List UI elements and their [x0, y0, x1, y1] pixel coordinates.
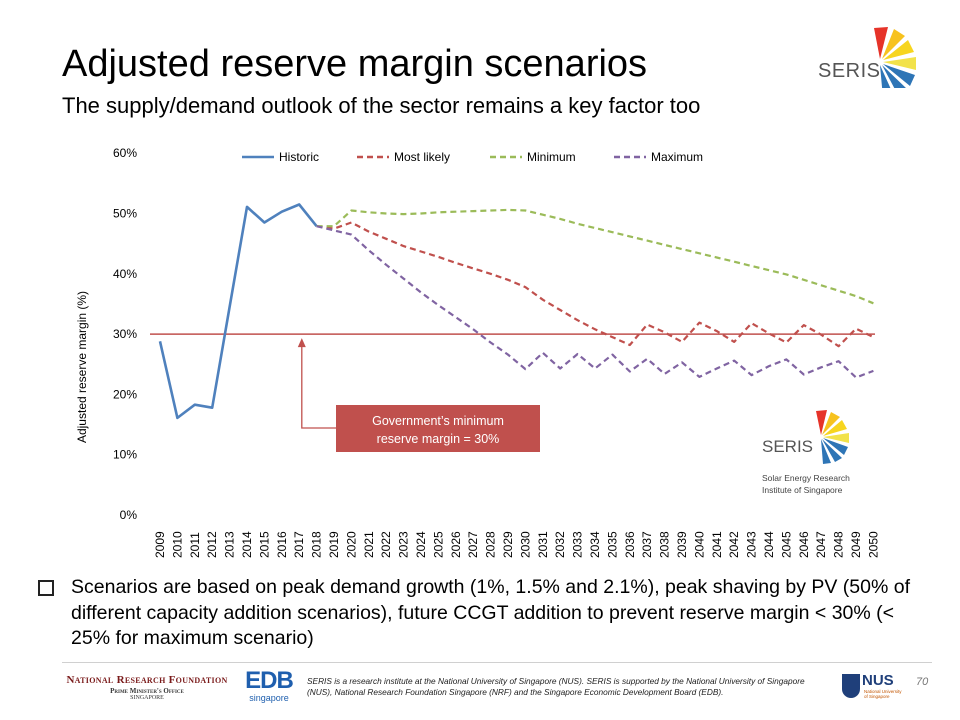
series-line-minimum	[316, 208, 874, 305]
bullet-text: Scenarios are based on peak demand growt…	[71, 576, 911, 649]
series-line-most-likely	[316, 221, 874, 348]
x-tick-label: 2025	[431, 531, 445, 558]
x-tick-label: 2049	[849, 531, 863, 558]
checkbox-bullet-icon	[38, 580, 54, 596]
nrf-line2: Prime Minister's Office	[110, 687, 184, 695]
nus-crest-icon	[842, 674, 860, 698]
slide-title: Adjusted reserve margin scenarios	[62, 43, 648, 85]
series-group	[158, 203, 874, 420]
x-tick-label: 2020	[344, 531, 358, 558]
legend-label-maximum: Maximum	[651, 150, 703, 164]
x-tick-label: 2035	[605, 531, 619, 558]
footer-disclaimer: SERIS is a research institute at the Nat…	[307, 676, 805, 697]
y-tick-label: 40%	[113, 267, 137, 281]
x-tick-label: 2029	[501, 531, 515, 558]
y-tick-label: 60%	[113, 146, 137, 160]
x-tick-label: 2026	[449, 531, 463, 558]
x-tick-label: 2027	[466, 531, 480, 558]
slide-subtitle: The supply/demand outlook of the sector …	[62, 93, 701, 118]
x-tick-label: 2011	[188, 532, 202, 558]
arrow-up-icon	[297, 338, 306, 348]
nrf-line1: National Research Foundation	[66, 674, 228, 686]
x-tick-label: 2014	[240, 531, 254, 558]
x-tick-label: 2028	[484, 531, 498, 558]
seris-logo-text: SERIS	[818, 60, 881, 82]
x-tick-label: 2016	[275, 531, 289, 558]
y-axis-label: Adjusted reserve margin (%)	[75, 291, 89, 443]
legend-label-historic: Historic	[279, 150, 319, 164]
legend: Historic Most likely Minimum Maximum	[242, 150, 703, 164]
y-tick-label: 0%	[120, 508, 138, 522]
footer-divider	[62, 662, 932, 663]
x-tick-label: 2047	[814, 531, 828, 558]
x-tick-label: 2045	[779, 531, 793, 558]
seris-logo-box: SERIS Solar Energy Research Institute of…	[752, 403, 864, 500]
series-line-historic	[158, 203, 318, 420]
legend-label-most-likely: Most likely	[394, 150, 450, 164]
annotation-text-line1: Government’s minimum	[372, 414, 504, 428]
legend-label-minimum: Minimum	[527, 150, 576, 164]
seris-tagline-2: Institute of Singapore	[762, 485, 843, 495]
x-tick-label: 2021	[362, 531, 376, 558]
x-tick-label: 2018	[310, 531, 324, 558]
x-tick-label: 2009	[153, 531, 167, 558]
annotation-text-line2: reserve margin = 30%	[377, 432, 500, 446]
nus-main: NUS	[862, 672, 894, 689]
seris-box-text: SERIS	[762, 437, 813, 456]
x-tick-label: 2037	[640, 531, 654, 558]
x-tick-label: 2044	[762, 531, 776, 558]
x-tick-label: 2041	[710, 531, 724, 558]
x-tick-label: 2010	[170, 531, 184, 558]
x-tick-label: 2022	[379, 531, 393, 558]
x-tick-label: 2023	[397, 531, 411, 558]
edb-sub: singapore	[249, 693, 289, 703]
nus-logo: NUS National University of Singapore	[842, 672, 902, 702]
nus-sub: National University of Singapore	[864, 689, 902, 699]
x-tick-label: 2040	[692, 531, 706, 558]
annotation-arrow-line	[301, 346, 336, 429]
x-tick-label: 2039	[675, 531, 689, 558]
x-tick-label: 2019	[327, 531, 341, 558]
x-tick-label: 2012	[205, 531, 219, 558]
y-tick-label: 10%	[113, 448, 137, 462]
x-tick-label: 2050	[866, 531, 880, 558]
annotation-box	[336, 405, 540, 452]
annotation-group: Government’s minimum reserve margin = 30%	[297, 338, 540, 452]
x-tick-label: 2017	[292, 531, 306, 558]
x-tick-label: 2048	[832, 531, 846, 558]
seris-tagline-1: Solar Energy Research	[762, 473, 850, 483]
page-number: 70	[916, 676, 929, 688]
x-tick-label: 2013	[223, 531, 237, 558]
x-tick-label: 2036	[623, 531, 637, 558]
x-tick-label: 2042	[727, 531, 741, 558]
nrf-line3: Singapore	[130, 695, 164, 701]
x-tick-label: 2038	[658, 531, 672, 558]
x-tick-label: 2046	[797, 531, 811, 558]
nrf-logo: National Research Foundation Prime Minis…	[62, 674, 232, 701]
y-tick-label: 30%	[113, 327, 137, 341]
series-line-maximum	[316, 225, 874, 379]
y-axis: 0% 10% 20% 30% 40% 50% 60%	[113, 146, 137, 522]
x-tick-label: 2030	[518, 531, 532, 558]
y-tick-label: 50%	[113, 207, 137, 221]
x-tick-label: 2032	[553, 531, 567, 558]
x-tick-label: 2031	[536, 531, 550, 558]
x-axis: 2009 2010 2011 2012 2013 2014 2015 2016 2017 2018…	[153, 531, 880, 558]
y-tick-label: 20%	[113, 387, 137, 401]
x-tick-label: 2024	[414, 531, 428, 558]
x-tick-label: 2033	[571, 531, 585, 558]
seris-sun-icon	[816, 410, 849, 464]
edb-logo: EDB singapore	[243, 667, 295, 704]
edb-main: EDB	[245, 667, 294, 694]
x-tick-label: 2043	[745, 531, 759, 558]
x-tick-label: 2034	[588, 531, 602, 558]
x-tick-label: 2015	[257, 531, 271, 558]
